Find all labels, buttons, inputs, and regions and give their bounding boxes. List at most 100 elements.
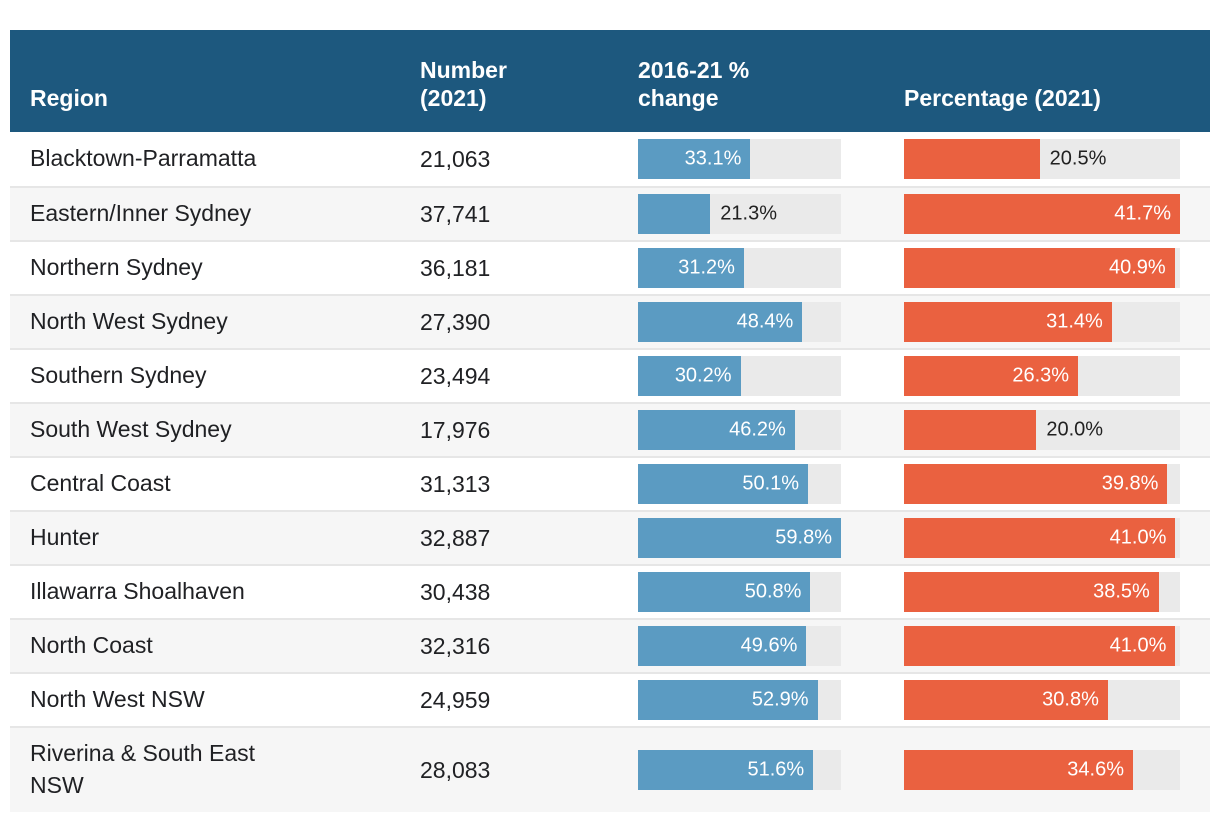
change-bar-label: 30.2% bbox=[674, 364, 732, 387]
percentage-bar-track: 31.4% bbox=[904, 302, 1180, 342]
table-row: Hunter 32,887 59.8% 41.0% bbox=[10, 510, 1210, 564]
percentage-bar-label: 41.0% bbox=[1109, 526, 1167, 549]
change-bar bbox=[638, 750, 814, 790]
change-bar-label: 31.2% bbox=[678, 256, 735, 279]
percentage-bar-track: 41.0% bbox=[904, 518, 1180, 558]
number-cell: 17,976 bbox=[420, 416, 491, 443]
change-cell: 51.6% bbox=[628, 750, 880, 790]
percentage-bar bbox=[904, 572, 1159, 612]
number-cell: 32,887 bbox=[420, 524, 491, 551]
change-bar-label: 21.3% bbox=[720, 202, 778, 225]
change-bar-label: 50.1% bbox=[742, 472, 800, 495]
change-cell: 46.2% bbox=[628, 410, 880, 450]
number-cell: 32,316 bbox=[420, 632, 491, 659]
change-bar-track: 51.6% bbox=[638, 750, 841, 790]
change-cell: 33.1% bbox=[628, 139, 880, 179]
region-cell: North West NSW bbox=[30, 686, 205, 713]
change-cell: 59.8% bbox=[628, 518, 880, 558]
column-header-number: Number (2021) bbox=[420, 56, 507, 111]
percentage-bar bbox=[904, 139, 1040, 179]
percentage-bar bbox=[904, 750, 1133, 790]
percentage-bar-track: 34.6% bbox=[904, 750, 1180, 790]
number-cell: 23,494 bbox=[420, 362, 491, 389]
number-cell: 27,390 bbox=[420, 308, 491, 335]
table-row: South West Sydney 17,976 46.2% 20.0% bbox=[10, 402, 1210, 456]
change-bar bbox=[638, 356, 741, 396]
percentage-bar-label: 41.7% bbox=[1114, 202, 1171, 225]
percentage-bar-track: 20.0% bbox=[904, 410, 1180, 450]
change-bar-track: 50.1% bbox=[638, 464, 841, 504]
change-bar-label: 33.1% bbox=[684, 147, 742, 170]
percentage-bar-track: 41.7% bbox=[904, 194, 1180, 234]
region-cell: Hunter bbox=[30, 524, 100, 551]
change-bar-track: 31.2% bbox=[638, 248, 841, 288]
region-cell: Eastern/Inner Sydney bbox=[30, 200, 252, 227]
change-bar-track: 49.6% bbox=[638, 626, 841, 666]
change-cell: 21.3% bbox=[628, 194, 880, 234]
change-cell: 48.4% bbox=[628, 302, 880, 342]
percentage-bar-label: 20.5% bbox=[1049, 147, 1107, 170]
percentage-cell: 41.0% bbox=[880, 626, 1210, 666]
table-body: Blacktown-Parramatta 21,063 33.1% 20.5% … bbox=[10, 132, 1210, 812]
change-bar-label: 52.9% bbox=[751, 688, 809, 711]
percentage-bar-track: 26.3% bbox=[904, 356, 1180, 396]
number-cell: 37,741 bbox=[420, 200, 491, 227]
change-bar-track: 59.8% bbox=[638, 518, 841, 558]
region-cell: North Coast bbox=[30, 632, 153, 659]
percentage-bar bbox=[904, 464, 1168, 504]
percentage-bar-track: 30.8% bbox=[904, 680, 1180, 720]
percentage-bar bbox=[904, 626, 1176, 666]
change-bar bbox=[638, 410, 795, 450]
percentage-bar-label: 31.4% bbox=[1046, 310, 1103, 333]
column-header-region: Region bbox=[30, 84, 108, 111]
table-row: Riverina & South East NSW 28,083 51.6% 3… bbox=[10, 726, 1210, 812]
number-cell: 24,959 bbox=[420, 686, 491, 713]
change-bar-track: 46.2% bbox=[638, 410, 841, 450]
change-bar bbox=[638, 464, 809, 504]
table-row: North Coast 32,316 49.6% 41.0% bbox=[10, 618, 1210, 672]
percentage-cell: 41.0% bbox=[880, 518, 1210, 558]
percentage-cell: 38.5% bbox=[880, 572, 1210, 612]
percentage-bar-label: 20.0% bbox=[1046, 418, 1104, 441]
percentage-cell: 40.9% bbox=[880, 248, 1210, 288]
number-cell: 30,438 bbox=[420, 578, 491, 605]
percentage-bar-label: 40.9% bbox=[1109, 256, 1166, 279]
percentage-cell: 41.7% bbox=[880, 194, 1210, 234]
change-cell: 50.1% bbox=[628, 464, 880, 504]
change-bar-label: 50.8% bbox=[744, 580, 802, 603]
table-row: Eastern/Inner Sydney 37,741 21.3% 41.7% bbox=[10, 186, 1210, 240]
percentage-bar-label: 34.6% bbox=[1067, 758, 1125, 781]
change-bar bbox=[638, 139, 751, 179]
percentage-cell: 31.4% bbox=[880, 302, 1210, 342]
percentage-bar-track: 38.5% bbox=[904, 572, 1180, 612]
region-cell: North West Sydney bbox=[30, 308, 228, 335]
percentage-bar bbox=[904, 248, 1175, 288]
region-cell: Central Coast bbox=[30, 470, 171, 497]
regional-population-table: Region Number (2021) 2016-21 % change Pe… bbox=[10, 30, 1210, 812]
region-cell: Illawarra Shoalhaven bbox=[30, 578, 245, 605]
column-header-percentage: Percentage (2021) bbox=[904, 84, 1101, 111]
percentage-bar-label: 30.8% bbox=[1042, 688, 1099, 711]
percentage-bar-label: 26.3% bbox=[1012, 364, 1070, 387]
change-bar-label: 46.2% bbox=[729, 418, 786, 441]
change-cell: 49.6% bbox=[628, 626, 880, 666]
percentage-cell: 30.8% bbox=[880, 680, 1210, 720]
percentage-bar bbox=[904, 194, 1180, 234]
table-row: Southern Sydney 23,494 30.2% 26.3% bbox=[10, 348, 1210, 402]
change-bar-track: 21.3% bbox=[638, 194, 841, 234]
change-bar-track: 33.1% bbox=[638, 139, 841, 179]
percentage-bar-track: 41.0% bbox=[904, 626, 1180, 666]
percentage-cell: 34.6% bbox=[880, 750, 1210, 790]
change-bar-track: 30.2% bbox=[638, 356, 841, 396]
column-header-change: 2016-21 % change bbox=[638, 56, 750, 111]
table-row: Northern Sydney 36,181 31.2% 40.9% bbox=[10, 240, 1210, 294]
table-header: Region Number (2021) 2016-21 % change Pe… bbox=[10, 30, 1210, 132]
change-bar bbox=[638, 572, 811, 612]
change-bar bbox=[638, 302, 803, 342]
percentage-cell: 39.8% bbox=[880, 464, 1210, 504]
change-bar bbox=[638, 626, 807, 666]
change-cell: 52.9% bbox=[628, 680, 880, 720]
region-cell: Southern Sydney bbox=[30, 362, 207, 389]
change-bar bbox=[638, 248, 744, 288]
change-bar-label: 51.6% bbox=[747, 758, 805, 781]
